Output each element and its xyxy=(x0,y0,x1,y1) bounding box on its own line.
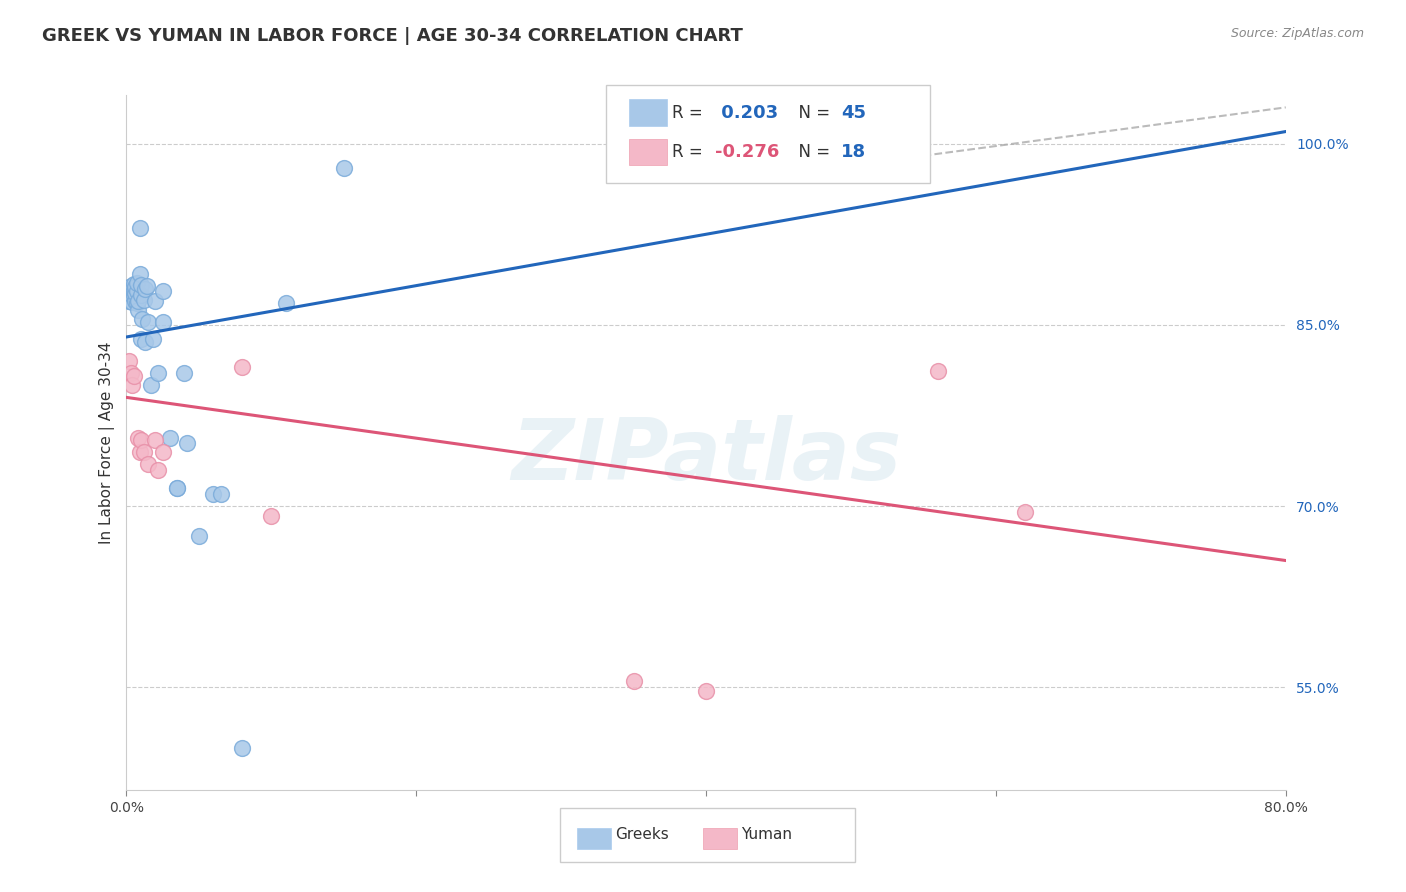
Point xyxy=(260,508,283,523)
Point xyxy=(187,529,209,543)
Point xyxy=(173,366,195,380)
Text: -0.276: -0.276 xyxy=(714,143,779,161)
Point xyxy=(122,368,145,383)
Text: Yuman: Yuman xyxy=(741,827,793,842)
Point xyxy=(124,280,146,294)
Point xyxy=(129,433,152,447)
Point xyxy=(145,433,167,447)
Point xyxy=(152,316,174,330)
Text: 0.203: 0.203 xyxy=(714,103,778,121)
Text: N =: N = xyxy=(787,143,835,161)
Point xyxy=(121,378,143,392)
Point xyxy=(202,487,225,501)
Text: R =: R = xyxy=(672,103,709,121)
Point xyxy=(127,432,149,446)
Point xyxy=(166,481,188,495)
Text: Source: ZipAtlas.com: Source: ZipAtlas.com xyxy=(1230,27,1364,40)
Point xyxy=(132,444,155,458)
Point xyxy=(131,311,153,326)
Point xyxy=(124,286,146,301)
Point xyxy=(122,283,145,297)
Point xyxy=(148,463,170,477)
Text: 18: 18 xyxy=(841,143,866,161)
Y-axis label: In Labor Force | Age 30-34: In Labor Force | Age 30-34 xyxy=(100,342,115,544)
Point xyxy=(134,334,156,349)
Point xyxy=(120,287,142,301)
Point xyxy=(128,267,150,281)
Point xyxy=(121,287,143,301)
Point xyxy=(142,332,165,346)
Point xyxy=(122,277,145,291)
Point xyxy=(145,293,167,308)
Point xyxy=(120,366,142,380)
Point xyxy=(695,684,717,698)
Point xyxy=(209,487,232,501)
Point xyxy=(152,444,174,458)
Point xyxy=(129,287,152,301)
Point xyxy=(120,279,142,293)
Point xyxy=(132,293,155,307)
Point xyxy=(121,282,143,296)
Point xyxy=(124,293,146,308)
Point xyxy=(118,293,141,308)
Text: N =: N = xyxy=(787,103,835,121)
Text: GREEK VS YUMAN IN LABOR FORCE | AGE 30-34 CORRELATION CHART: GREEK VS YUMAN IN LABOR FORCE | AGE 30-3… xyxy=(42,27,742,45)
Point xyxy=(139,378,162,392)
Point xyxy=(127,293,149,308)
Point xyxy=(136,316,159,330)
Point xyxy=(125,276,148,290)
Point xyxy=(135,279,157,293)
Point xyxy=(129,332,152,346)
Text: R =: R = xyxy=(672,143,709,161)
Text: ZIPatlas: ZIPatlas xyxy=(510,415,901,498)
Point xyxy=(128,444,150,458)
Point xyxy=(231,740,253,755)
Text: 45: 45 xyxy=(841,103,866,121)
Point xyxy=(152,284,174,298)
Point xyxy=(122,287,145,301)
Point xyxy=(128,221,150,235)
Point xyxy=(333,161,356,175)
Point xyxy=(159,432,181,446)
Point xyxy=(121,294,143,309)
Point xyxy=(927,364,949,378)
Point xyxy=(129,278,152,293)
Point xyxy=(136,457,159,471)
Point xyxy=(134,282,156,296)
Point xyxy=(274,296,297,310)
Text: Greeks: Greeks xyxy=(614,827,669,842)
Point xyxy=(166,481,188,495)
Point xyxy=(118,354,141,368)
Point xyxy=(125,296,148,310)
Point xyxy=(231,360,253,375)
Point xyxy=(125,284,148,298)
Point xyxy=(623,674,645,689)
Point xyxy=(127,303,149,318)
Point xyxy=(1014,505,1036,519)
Point xyxy=(148,366,170,380)
Point xyxy=(176,436,198,450)
